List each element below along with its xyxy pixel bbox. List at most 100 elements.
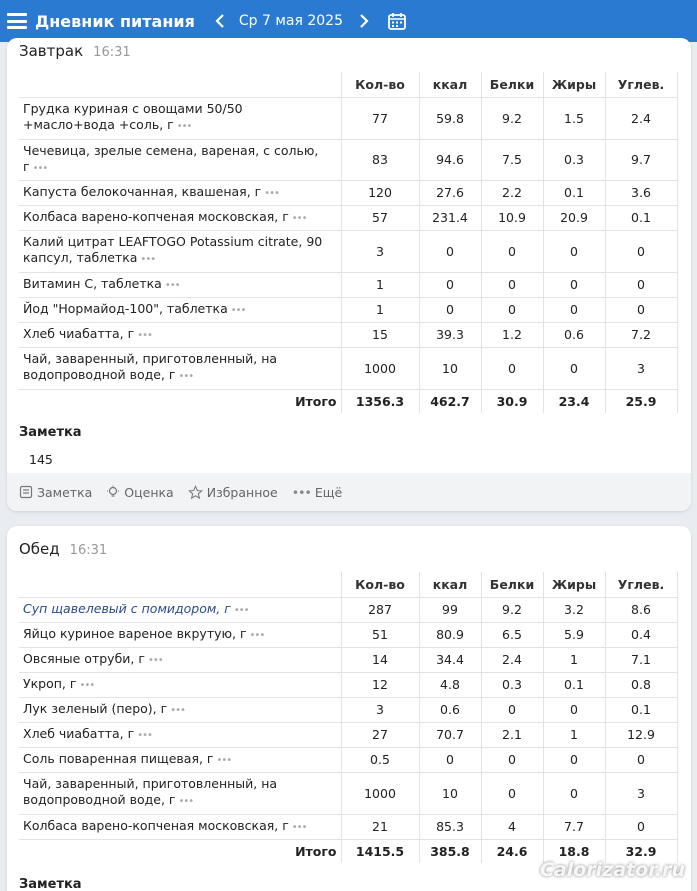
food-name[interactable]: Грудка куриная с овощами 50/50 +масло+во… — [23, 101, 243, 132]
food-name[interactable]: Яйцо куриное вареное вкрутую, г — [23, 625, 247, 641]
food-name[interactable]: Овсяные отруби, г — [23, 650, 145, 666]
food-qty-cell[interactable]: 0.5 — [340, 746, 420, 773]
food-name-cell[interactable]: Соль поваренная пищевая, г ••• — [19, 746, 342, 773]
food-name[interactable]: Хлеб чиабатта, г — [23, 725, 135, 741]
food-options-icon[interactable]: ••• — [178, 796, 195, 807]
food-options-icon[interactable]: ••• — [164, 279, 181, 291]
food-name-cell[interactable]: Хлеб чиабатта, г ••• — [19, 321, 342, 348]
food-qty-cell[interactable]: 3 — [340, 696, 420, 723]
food-qty-cell[interactable]: 15 — [340, 321, 420, 348]
food-options-icon[interactable]: ••• — [216, 754, 233, 766]
food-name-cell[interactable]: Калий цитрат LEAFTOGO Potassium citrate,… — [19, 229, 342, 273]
food-name-cell[interactable]: Колбаса варено-копченая московская, г ••• — [19, 204, 342, 231]
food-qty-cell[interactable]: 1000 — [340, 771, 420, 815]
food-name-cell[interactable]: Чечевица, зрелые семена, вареная, с соль… — [19, 138, 342, 181]
food-options-icon[interactable]: ••• — [178, 371, 195, 382]
food-name-cell[interactable]: Капуста белокочанная, квашеная, г ••• — [19, 179, 342, 206]
food-row[interactable]: Капуста белокочанная, квашеная, г ••• 120 2… — [19, 179, 678, 206]
food-name[interactable]: Витамин С, таблетка — [23, 275, 162, 291]
favorite-button[interactable]: Избранное — [187, 485, 278, 500]
food-qty-cell[interactable]: 120 — [340, 179, 420, 206]
food-options-icon[interactable]: ••• — [264, 187, 280, 199]
more-button[interactable]: ••• Ещё — [292, 485, 343, 500]
chevron-right-icon[interactable] — [357, 13, 371, 29]
food-name[interactable]: Лук зеленый (перо), г — [23, 700, 168, 716]
calendar-icon[interactable] — [387, 11, 407, 31]
food-name[interactable]: Соль поваренная пищевая, г — [23, 750, 214, 766]
food-name[interactable]: Калий цитрат LEAFTOGO Potassium citrate,… — [23, 234, 323, 265]
food-name[interactable]: Укроп, г — [23, 675, 77, 691]
food-row[interactable]: Овсяные отруби, г ••• 14 34.4 2.4 1 7.1 — [19, 646, 678, 673]
food-qty-cell[interactable]: 83 — [340, 138, 420, 181]
food-options-icon[interactable]: ••• — [137, 329, 153, 341]
food-row[interactable]: Укроп, г ••• 12 4.8 0.3 0.1 0.8 — [19, 671, 678, 698]
food-options-icon[interactable]: ••• — [32, 162, 49, 174]
food-row[interactable]: Калий цитрат LEAFTOGO Potassium citrate,… — [19, 229, 678, 273]
food-name-cell[interactable]: Чай, заваренный, приготовленный, на водо… — [19, 346, 342, 390]
food-qty-cell[interactable]: 27 — [340, 721, 420, 748]
food-options-icon[interactable]: ••• — [249, 629, 266, 641]
food-name[interactable]: Чай, заваренный, приготовленный, на водо… — [23, 351, 278, 382]
food-qty-cell[interactable]: 3 — [340, 229, 420, 273]
food-qty-cell[interactable]: 287 — [340, 596, 420, 623]
food-name-cell[interactable]: Витамин С, таблетка ••• — [19, 271, 342, 298]
food-options-icon[interactable]: ••• — [170, 704, 186, 716]
food-qty-cell[interactable]: 77 — [340, 96, 420, 140]
food-qty-cell[interactable]: 21 — [340, 813, 420, 840]
food-name-cell[interactable]: Овсяные отруби, г ••• — [19, 646, 342, 673]
food-row[interactable]: Колбаса варено-копченая московская, г •••… — [19, 204, 678, 231]
food-row[interactable]: Чай, заваренный, приготовленный, на водо… — [19, 771, 678, 815]
food-name[interactable]: Чечевица, зрелые семена, вареная, с соль… — [23, 142, 319, 174]
chevron-left-icon[interactable] — [213, 13, 227, 29]
note-button[interactable]: Заметка — [19, 485, 92, 500]
food-name-cell[interactable]: Колбаса варено-копченая московская, г ••• — [19, 813, 342, 840]
food-row[interactable]: Колбаса варено-копченая московская, г •••… — [19, 813, 678, 840]
food-name[interactable]: Йод "Нормайод-100", таблетка — [23, 300, 228, 316]
food-name[interactable]: Суп щавелевый с помидором, г — [23, 600, 231, 616]
food-name-cell[interactable]: Чай, заваренный, приготовленный, на водо… — [19, 771, 342, 815]
food-options-icon[interactable]: ••• — [147, 654, 164, 666]
food-name[interactable]: Хлеб чиабатта, г — [23, 325, 135, 341]
current-date[interactable]: Ср 7 мая 2025 — [238, 13, 343, 29]
food-options-icon[interactable]: ••• — [291, 821, 308, 833]
food-qty-cell[interactable]: 51 — [340, 621, 420, 648]
food-qty-cell[interactable]: 12 — [340, 671, 420, 698]
food-options-icon[interactable]: ••• — [233, 604, 250, 616]
food-options-icon[interactable]: ••• — [176, 121, 193, 132]
food-name[interactable]: Капуста белокочанная, квашеная, г — [23, 183, 262, 199]
food-name-cell[interactable]: Яйцо куриное вареное вкрутую, г ••• — [19, 621, 342, 648]
food-row[interactable]: Хлеб чиабатта, г ••• 27 70.7 2.1 1 12.9 — [19, 721, 678, 748]
food-row[interactable]: Хлеб чиабатта, г ••• 15 39.3 1.2 0.6 7.2 — [19, 321, 678, 348]
food-qty-cell[interactable]: 1 — [340, 296, 420, 323]
menu-icon[interactable] — [7, 13, 27, 29]
food-row[interactable]: Йод "Нормайод-100", таблетка ••• 1 0 0 0 0 — [19, 296, 678, 323]
food-options-icon[interactable]: ••• — [137, 729, 153, 741]
rating-button[interactable]: Оценка — [106, 485, 174, 500]
food-options-icon[interactable]: ••• — [230, 304, 247, 316]
food-options-icon[interactable]: ••• — [140, 254, 156, 265]
food-name[interactable]: Колбаса варено-копченая московская, г — [23, 208, 289, 224]
food-qty-cell[interactable]: 1 — [340, 271, 420, 298]
food-name-cell[interactable]: Лук зеленый (перо), г ••• — [19, 696, 342, 723]
food-row[interactable]: Грудка куриная с овощами 50/50 +масло+во… — [19, 96, 678, 140]
food-name-cell[interactable]: Укроп, г ••• — [19, 671, 342, 698]
food-row[interactable]: Чечевица, зрелые семена, вареная, с соль… — [19, 138, 678, 181]
food-options-icon[interactable]: ••• — [79, 679, 95, 691]
food-qty-cell[interactable]: 1000 — [340, 346, 420, 390]
food-row[interactable]: Витамин С, таблетка ••• 1 0 0 0 0 — [19, 271, 678, 298]
food-qty-cell[interactable]: 14 — [340, 646, 420, 673]
food-row[interactable]: Яйцо куриное вареное вкрутую, г ••• 51 80.9… — [19, 621, 678, 648]
food-name-cell[interactable]: Йод "Нормайод-100", таблетка ••• — [19, 296, 342, 323]
food-name-cell[interactable]: Суп щавелевый с помидором, г ••• — [19, 596, 342, 623]
food-row[interactable]: Соль поваренная пищевая, г ••• 0.5 0 0 0 0 — [19, 746, 678, 773]
food-name[interactable]: Колбаса варено-копченая московская, г — [23, 817, 289, 833]
food-name-cell[interactable]: Грудка куриная с овощами 50/50 +масло+во… — [19, 96, 342, 140]
food-name[interactable]: Чай, заваренный, приготовленный, на водо… — [23, 776, 278, 807]
food-kcal-cell: 0 — [418, 271, 482, 298]
food-options-icon[interactable]: ••• — [291, 212, 308, 224]
food-qty-cell[interactable]: 57 — [340, 204, 420, 231]
food-row[interactable]: Чай, заваренный, приготовленный, на водо… — [19, 346, 678, 390]
food-row[interactable]: Суп щавелевый с помидором, г ••• 287 99 9.2 3… — [19, 596, 678, 623]
food-row[interactable]: Лук зеленый (перо), г ••• 3 0.6 0 0 0.1 — [19, 696, 678, 723]
food-name-cell[interactable]: Хлеб чиабатта, г ••• — [19, 721, 342, 748]
